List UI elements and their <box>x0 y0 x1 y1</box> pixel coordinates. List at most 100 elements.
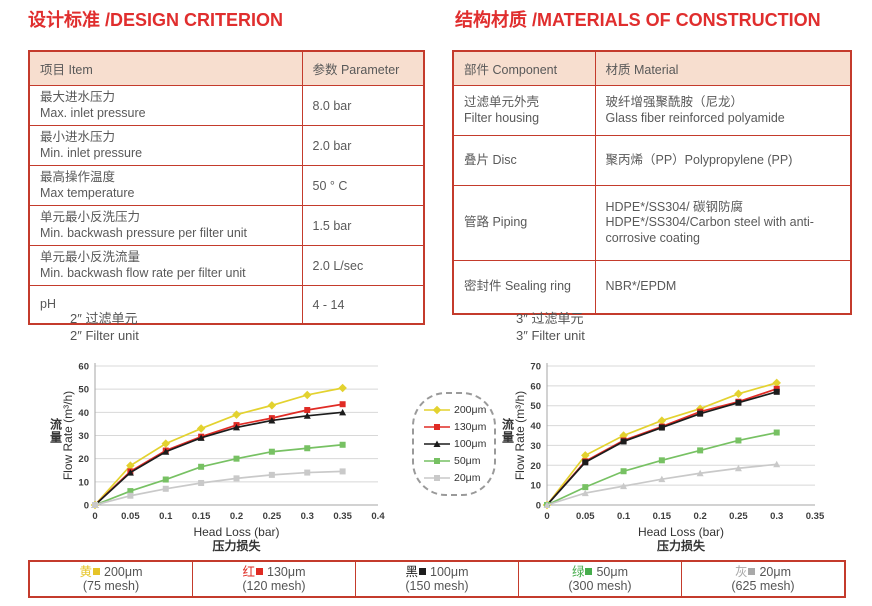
flow-rate-chart-2inch: 0 10 20 30 40 50 60 0 0.05 0.1 0.15 0.2 0.25 0.3 0.35 0… <box>50 362 385 554</box>
legend-label: 20μm <box>454 472 481 484</box>
item-label-en: Min. inlet pressure <box>40 145 143 160</box>
materials-table: 部件 Component 材质 Material 过滤单元外壳 Filter ho… <box>452 50 852 315</box>
color-name-zh: 黄 <box>79 564 93 579</box>
item-label-zh: 最高操作温度 <box>40 170 116 184</box>
parameter-value: 2.0 L/sec <box>301 245 425 286</box>
chart-title-en: 2″ Filter unit <box>70 328 139 343</box>
design-criterion-table: 项目 Item 参数 Parameter 最大进水压力 Max. inlet pr… <box>28 50 425 325</box>
item-label-zh: 单元最小反洗压力 <box>40 210 141 224</box>
svg-text:20: 20 <box>530 461 541 472</box>
legend-cell: 红 130μm (120 mesh) <box>193 562 356 596</box>
mesh-size: (120 mesh) <box>242 579 306 593</box>
materials-heading: 结构材质 /MATERIALS OF CONSTRUCTION <box>455 10 821 30</box>
mesh-size: (300 mesh) <box>568 579 632 593</box>
svg-text:0: 0 <box>92 511 97 522</box>
svg-text:0.35: 0.35 <box>333 511 352 522</box>
svg-text:0.4: 0.4 <box>371 511 385 522</box>
design-criterion-heading: 设计标准 /DESIGN CRITERION <box>28 10 284 30</box>
chart-title-2inch: 2″ 过滤单元 2″ Filter unit <box>70 310 139 344</box>
table-row: 最小进水压力 Min. inlet pressure 2.0 bar <box>28 125 425 166</box>
color-swatch-icon <box>748 568 756 576</box>
flow-rate-chart-3inch: 0 10 20 30 40 50 60 70 0 0.05 0.1 0.15 0.2 0.25 0.3 0.3… <box>502 362 825 554</box>
parameter-value: 50 ° C <box>301 165 425 206</box>
legend-cell: 灰 20μm (625 mesh) <box>682 562 844 596</box>
color-swatch-icon <box>256 568 264 576</box>
svg-text:30: 30 <box>78 431 89 442</box>
svg-text:60: 60 <box>78 362 89 373</box>
item-label-en: Min. backwash flow rate per filter unit <box>40 265 246 280</box>
svg-text:0: 0 <box>84 501 89 512</box>
parameter-value: 1.5 bar <box>301 205 425 246</box>
item-label-zh: 最大进水压力 <box>40 90 116 104</box>
svg-text:10: 10 <box>530 481 541 492</box>
svg-text:0.35: 0.35 <box>806 511 825 522</box>
svg-text:0.05: 0.05 <box>121 511 140 522</box>
legend-cell: 绿 50μm (300 mesh) <box>519 562 682 596</box>
component-label-zh: 管路 Piping <box>464 215 528 230</box>
legend-marker-icon <box>424 424 450 430</box>
mesh-size: (625 mesh) <box>731 579 795 593</box>
legend-cell: 黄 200μm (75 mesh) <box>30 562 193 596</box>
legend-item: 20μm <box>423 470 494 487</box>
svg-text:60: 60 <box>530 381 541 392</box>
svg-text:20: 20 <box>78 454 89 465</box>
material-value-en: HDPE*/SS304/Carbon steel with anti-corro… <box>605 215 814 245</box>
component-label-zh: 叠片 Disc <box>464 152 517 167</box>
legend-label: 50μm <box>454 455 481 467</box>
svg-text:0.15: 0.15 <box>653 511 672 522</box>
parameter-value: 2.0 bar <box>301 125 425 166</box>
svg-text:40: 40 <box>530 421 541 432</box>
chart-title-zh: 2″ 过滤单元 <box>70 311 138 326</box>
item-label-zh: pH <box>40 296 56 311</box>
item-label-en: Max temperature <box>40 185 135 200</box>
svg-text:40: 40 <box>78 408 89 419</box>
svg-text:0.1: 0.1 <box>159 511 173 522</box>
svg-text:0.1: 0.1 <box>617 511 631 522</box>
material-value-zh: 玻纤增强聚酰胺（尼龙） <box>605 95 744 109</box>
material-value-zh: NBR*/EPDM <box>605 279 677 294</box>
svg-text:0.15: 0.15 <box>192 511 211 522</box>
micron-size: 130μm <box>267 564 306 579</box>
micron-size: 50μm <box>596 564 629 579</box>
table-row: 过滤单元外壳 Filter housing 玻纤增强聚酰胺（尼龙） Glass fi… <box>452 85 852 136</box>
component-label-zh: 过滤单元外壳 <box>464 95 540 109</box>
legend-item: 130μm <box>423 419 494 436</box>
micron-size: 200μm <box>104 564 143 579</box>
svg-text:0.3: 0.3 <box>301 511 314 522</box>
parameter-value: 8.0 bar <box>301 85 425 126</box>
svg-text:0.25: 0.25 <box>729 511 748 522</box>
svg-text:Head Loss (bar): Head Loss (bar) <box>193 525 279 539</box>
component-label-zh: 密封件 Sealing ring <box>464 279 571 294</box>
color-name-zh: 黑 <box>405 564 419 579</box>
svg-text:30: 30 <box>530 441 541 452</box>
table-row: pH 4 - 14 <box>28 285 425 325</box>
svg-text:0: 0 <box>544 511 549 522</box>
col-header-parameter: 参数 Parameter <box>301 50 425 86</box>
micron-color-legend: 黄 200μm (75 mesh) 红 130μm (120 mesh) 黑 100μ… <box>28 560 846 598</box>
col-header-item: 项目 Item <box>28 50 303 86</box>
legend-marker-icon <box>424 440 450 447</box>
legend-cell: 黑 100μm (150 mesh) <box>356 562 519 596</box>
svg-text:压力损失: 压力损失 <box>212 538 261 553</box>
svg-text:Head Loss (bar): Head Loss (bar) <box>638 525 724 539</box>
item-label-en: Min. backwash pressure per filter unit <box>40 225 248 240</box>
svg-text:0.2: 0.2 <box>694 511 707 522</box>
svg-text:0.2: 0.2 <box>230 511 243 522</box>
chart-title-3inch: 3″ 过滤单元 3″ Filter unit <box>516 310 585 344</box>
legend-label: 130μm <box>454 421 487 433</box>
legend-label: 200μm <box>454 404 487 416</box>
table-row: 单元最小反洗流量 Min. backwash flow rate per filt… <box>28 245 425 286</box>
legend-item: 50μm <box>423 453 494 470</box>
svg-text:0: 0 <box>536 501 541 512</box>
legend-item: 100μm <box>423 436 494 453</box>
svg-text:0.3: 0.3 <box>770 511 783 522</box>
legend-marker-icon <box>424 475 450 481</box>
table-header-row: 项目 Item 参数 Parameter <box>28 50 425 86</box>
table-row: 最大进水压力 Max. inlet pressure 8.0 bar <box>28 85 425 126</box>
color-name-zh: 绿 <box>571 564 585 579</box>
svg-text:Flow Rate (m³/h): Flow Rate (m³/h) <box>61 391 75 480</box>
color-swatch-icon <box>93 568 101 576</box>
legend-item: 200μm <box>423 402 494 419</box>
chart-title-en: 3″ Filter unit <box>516 328 585 343</box>
